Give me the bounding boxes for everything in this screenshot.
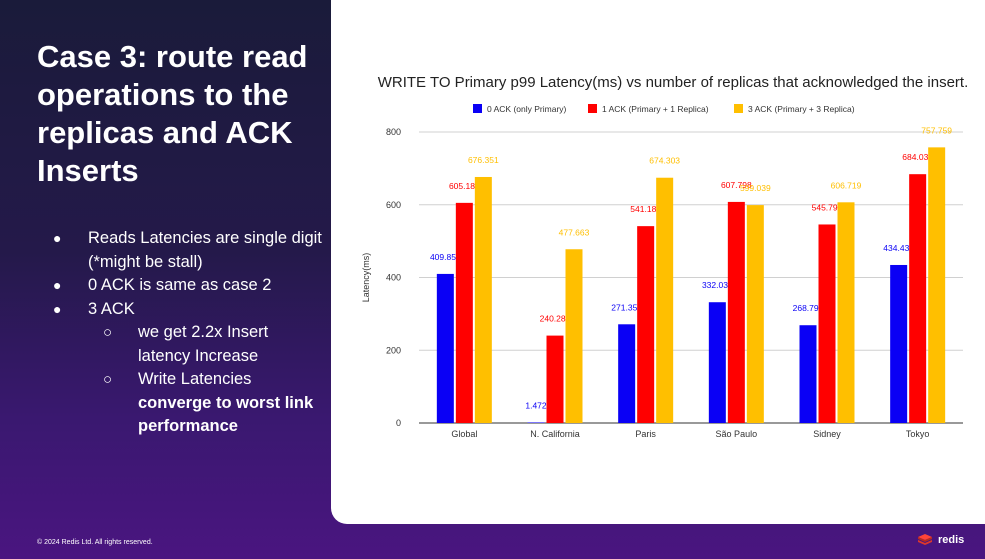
y-tick-label: 800 (386, 127, 401, 137)
brand-name: redis (938, 534, 965, 546)
x-tick-label: Sidney (813, 429, 841, 439)
bar (436, 273, 454, 423)
y-tick-label: 400 (386, 273, 401, 283)
brand: redis (917, 533, 964, 547)
data-label: 268.799 (793, 303, 824, 313)
bar (474, 176, 492, 423)
bar (455, 202, 473, 423)
bullet-item: ● Reads Latencies are single digit (*mig… (45, 227, 325, 274)
data-label: 674.303 (649, 156, 680, 166)
footer: © 2024 Redis Ltd. All rights reserved. r… (0, 524, 985, 559)
data-label: 477.663 (559, 227, 590, 237)
data-label: 240.287 (540, 314, 571, 324)
bullet-item: ● 3 ACK (45, 298, 325, 322)
y-tick-label: 600 (386, 200, 401, 210)
bar (546, 335, 564, 423)
bar (818, 224, 836, 423)
data-label: 606.719 (831, 180, 862, 190)
left-panel: Case 3: route read operations to the rep… (0, 0, 330, 520)
x-tick-label: Paris (635, 429, 656, 439)
sub-bullet-text-plain: Write Latencies (138, 370, 252, 388)
data-label: 434.431 (883, 243, 914, 253)
data-label: 676.351 (468, 155, 499, 165)
bar (928, 147, 946, 423)
x-tick-label: Tokyo (906, 429, 930, 439)
slide-title: Case 3: route read operations to the rep… (37, 39, 308, 188)
legend-label: 3 ACK (Primary + 3 Replica) (748, 104, 855, 114)
data-label: 1.472 (525, 400, 547, 410)
bar (708, 302, 726, 423)
chart-title: WRITE TO Primary p99 Latency(ms) vs numb… (378, 74, 969, 91)
data-label: 332.031 (702, 280, 733, 290)
copyright-text: © 2024 Redis Ltd. All rights reserved. (37, 539, 153, 546)
bullet-text: 0 ACK is same as case 2 (88, 276, 272, 294)
data-label: 607.798 (721, 180, 752, 190)
bullet-text: Reads Latencies are single digit (*might… (88, 229, 322, 271)
sub-bullet-text: we get 2.2x Insert latency Increase (138, 323, 269, 365)
bar (618, 324, 636, 423)
bullet-text: 3 ACK (88, 299, 135, 318)
bar (799, 325, 817, 423)
data-label: 684.031 (902, 152, 933, 162)
bullet-icon: ● (53, 230, 62, 246)
bar (727, 201, 745, 423)
bar (565, 249, 583, 423)
legend-label: 1 ACK (Primary + 1 Replica) (602, 104, 709, 114)
data-label: 541.183 (630, 204, 661, 214)
bullet-item: ● 0 ACK is same as case 2 (45, 274, 325, 298)
chart-card: WRITE TO Primary p99 Latency(ms) vs numb… (331, 0, 985, 524)
bar (837, 202, 855, 423)
legend-label: 0 ACK (only Primary) (487, 104, 567, 114)
data-label: 545.791 (812, 202, 843, 212)
data-label: 599.039 (740, 183, 771, 193)
y-tick-label: 200 (386, 345, 401, 355)
sub-bullet-item: ○ Write Latencies converge to worst link… (45, 368, 325, 439)
sub-bullet-text-bold: converge to worst link performance (138, 393, 314, 436)
x-tick-label: N. California (530, 429, 580, 439)
bullet-icon: ● (53, 277, 62, 293)
data-label: 271.359 (611, 302, 642, 312)
bar (909, 174, 927, 423)
sub-bullet-icon: ○ (103, 324, 113, 341)
bar (890, 264, 908, 423)
sub-bullet-item: ○ we get 2.2x Insert latency Increase (45, 321, 325, 368)
data-label: 605.183 (449, 181, 480, 191)
bar (746, 205, 764, 423)
x-tick-label: São Paulo (716, 429, 758, 439)
legend-swatch (734, 104, 743, 113)
bar (637, 226, 655, 423)
bar (656, 177, 674, 423)
latency-bar-chart: WRITE TO Primary p99 Latency(ms) vs numb… (361, 74, 969, 439)
bar (527, 422, 545, 423)
legend-swatch (473, 104, 482, 113)
bullet-list: ● Reads Latencies are single digit (*mig… (45, 227, 325, 439)
legend-swatch (588, 104, 597, 113)
bullet-icon: ● (53, 300, 62, 317)
x-tick-label: Global (451, 429, 477, 439)
sub-bullet-icon: ○ (103, 371, 113, 388)
y-tick-label: 0 (396, 418, 401, 428)
redis-logo-icon (918, 534, 932, 545)
data-label: 409.855 (430, 252, 461, 262)
y-axis-label: Latency(ms) (361, 253, 371, 303)
data-label: 757.759 (921, 125, 952, 135)
